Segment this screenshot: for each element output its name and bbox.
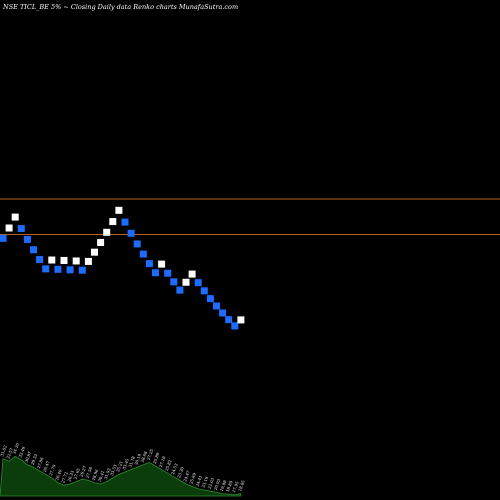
brick-close-label-20: 35.21: [115, 460, 124, 472]
brick-close-label-19: 33.53: [109, 463, 118, 476]
brick-close-label-4: 32.49: [18, 445, 27, 458]
renko-brick-16: [91, 248, 98, 256]
brick-close-label-31: 24.47: [182, 469, 191, 482]
brick-close-label-26: 25.89: [152, 451, 161, 464]
renko-bricks: [0, 206, 245, 330]
renko-brick-17: [97, 238, 105, 246]
renko-brick-12: [66, 266, 74, 274]
brick-close-label-16: 28.96: [91, 468, 100, 481]
renko-brick-31: [182, 278, 190, 286]
renko-brick-20: [115, 206, 123, 214]
renko-brick-32: [188, 270, 196, 278]
brick-close-label-23: 30.19: [133, 453, 142, 466]
renko-brick-13: [72, 257, 80, 265]
renko-brick-25: [145, 260, 153, 268]
brick-close-label-8: 26.47: [42, 460, 51, 473]
renko-brick-21: [121, 218, 129, 226]
brick-close-label-17: 30.41: [97, 470, 106, 482]
brick-close-label-28: 25.82: [164, 459, 173, 472]
reference-lines: [0, 198, 500, 235]
renko-brick-9: [48, 256, 56, 264]
brick-close-label-37: 19.88: [219, 479, 228, 492]
brick-close-label-13: 27.65: [72, 467, 81, 480]
renko-brick-34: [200, 287, 208, 295]
brick-close-label-34: 23.19: [201, 475, 210, 488]
brick-close-label-10: 26.40: [54, 468, 63, 481]
renko-brick-1: [0, 234, 7, 242]
brick-close-label-5: 30.87: [24, 450, 33, 463]
renko-brick-23: [133, 240, 141, 248]
brick-close-label-18: 31.93: [103, 467, 112, 480]
chart-caption: NSE TICL_BE 5% ~ Closing Daily data Renk…: [2, 3, 238, 11]
renko-brick-15: [84, 257, 92, 265]
renko-brick-36: [213, 302, 220, 310]
brick-close-label-39: 17.95: [231, 480, 240, 493]
brick-close-label-2: 32.57: [5, 447, 14, 460]
brick-close-label-33: 24.41: [194, 475, 203, 487]
renko-brick-38: [225, 316, 233, 324]
brick-close-label-21: 33.45: [121, 457, 130, 470]
brick-close-label-3: 34.20: [11, 442, 20, 455]
renko-brick-29: [170, 278, 178, 286]
volume-area: 31.0232.5734.2032.4930.8729.3227.8626.47…: [0, 442, 246, 497]
brick-close-label-9: 27.79: [48, 463, 57, 476]
brick-close-label-12: 26.33: [66, 469, 75, 482]
brick-close-label-11: 27.72: [60, 471, 69, 484]
renko-brick-37: [219, 309, 227, 317]
brick-close-label-29: 24.53: [170, 462, 179, 475]
renko-brick-6: [30, 246, 37, 254]
renko-brick-27: [158, 260, 166, 268]
renko-brick-28: [164, 269, 172, 277]
brick-close-label-24: 28.68: [140, 450, 149, 463]
renko-brick-30: [176, 286, 184, 294]
renko-brick-11: [60, 256, 68, 264]
brick-close-label-38: 18.89: [225, 480, 234, 493]
brick-close-label-25: 27.25: [146, 448, 155, 461]
renko-brick-10: [54, 265, 62, 273]
brick-close-label-36: 20.93: [213, 478, 222, 491]
brick-close-label-1: 31.02: [0, 444, 8, 457]
brick-close-label-7: 27.86: [36, 456, 45, 469]
renko-brick-3: [11, 213, 19, 221]
renko-brick-18: [103, 228, 111, 236]
brick-close-label-40: 18.85: [237, 479, 246, 492]
volume-area-path: [0, 455, 242, 497]
brick-close-label-14: 26.27: [79, 465, 88, 478]
renko-brick-4: [17, 225, 25, 233]
renko-brick-33: [194, 279, 202, 287]
renko-brick-35: [206, 295, 214, 303]
renko-brick-5: [23, 235, 31, 243]
brick-close-label-35: 22.03: [207, 477, 216, 490]
renko-brick-14: [78, 266, 86, 274]
renko-brick-19: [109, 218, 117, 226]
renko-brick-7: [36, 256, 44, 264]
brick-close-label-6: 29.32: [30, 453, 39, 466]
brick-close-label-15: 27.58: [85, 466, 94, 479]
renko-brick-24: [139, 250, 147, 258]
renko-brick-40: [237, 316, 245, 324]
renko-brick-22: [127, 229, 135, 237]
brick-close-label-27: 27.18: [158, 455, 167, 468]
renko-brick-26: [152, 269, 159, 277]
brick-close-label-30: 23.30: [176, 466, 185, 479]
renko-brick-8: [42, 265, 50, 273]
renko-brick-2: [5, 224, 13, 232]
renko-brick-39: [231, 322, 239, 330]
brick-close-label-32: 25.69: [188, 472, 197, 485]
brick-close-label-22: 31.78: [127, 455, 136, 468]
